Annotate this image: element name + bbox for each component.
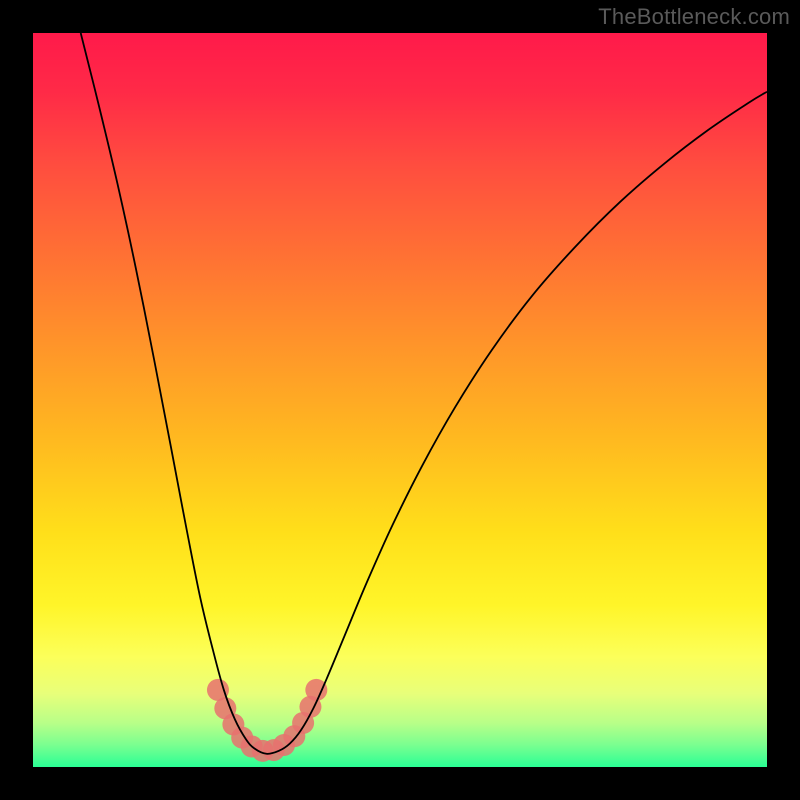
bottleneck-curve bbox=[81, 33, 767, 754]
plot-area bbox=[33, 33, 767, 767]
marker-dot bbox=[305, 679, 327, 701]
watermark: TheBottleneck.com bbox=[598, 4, 790, 30]
chart-overlay bbox=[33, 33, 767, 767]
